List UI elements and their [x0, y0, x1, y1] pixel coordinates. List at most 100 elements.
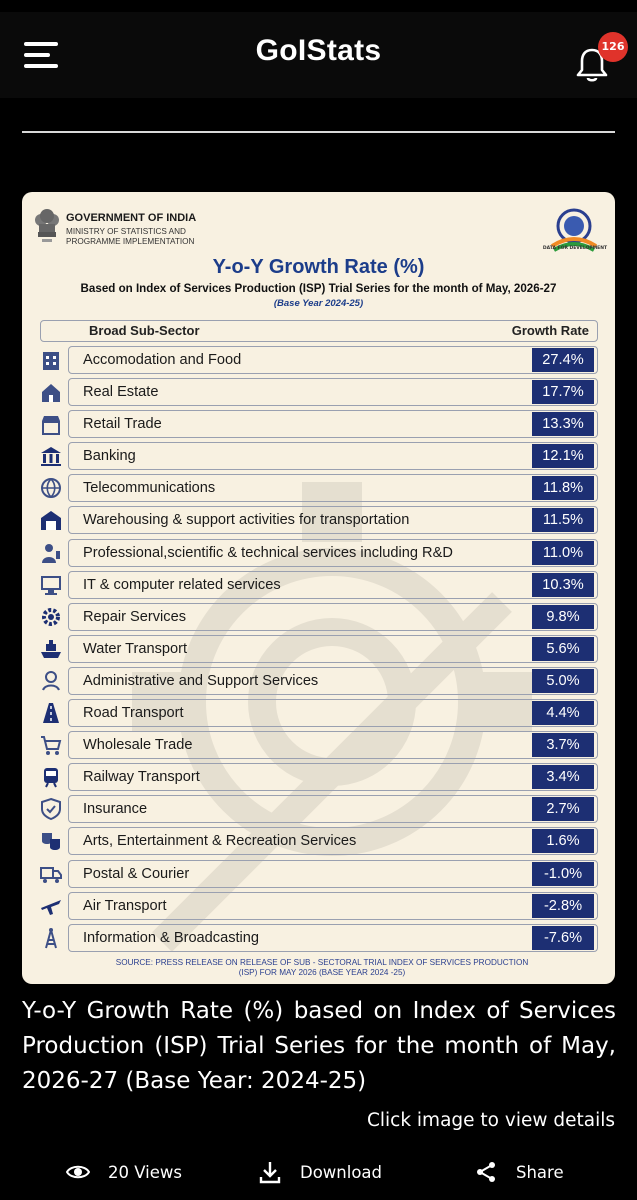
org-name: GOVERNMENT OF INDIA — [66, 212, 197, 224]
row-frame — [68, 699, 598, 728]
sector-label: Wholesale Trade — [83, 737, 193, 754]
hamburger-menu-icon[interactable] — [24, 40, 62, 70]
view-details-link[interactable]: Click image to view details — [366, 1110, 615, 1131]
growth-rate-value: 13.3% — [532, 412, 594, 437]
download-label: Download — [300, 1162, 383, 1182]
divider — [22, 131, 615, 133]
truck-icon — [40, 866, 62, 883]
table-row: Railway Transport 3.4% — [38, 761, 600, 793]
eye-icon — [66, 1165, 90, 1179]
row-frame — [68, 923, 598, 952]
growth-rate-value: 12.1% — [532, 444, 594, 469]
logo-tagline: DATA FOR DEVELOPMENT — [542, 246, 608, 251]
row-frame — [68, 346, 598, 374]
computer-icon — [41, 575, 61, 595]
row-frame — [68, 602, 598, 631]
post-actions: 20 Views Download Share — [0, 1152, 637, 1192]
sector-label: Warehousing & support activities for tra… — [83, 512, 410, 529]
views-label: 20 Views — [108, 1162, 182, 1182]
table-row: Insurance 2.7% — [38, 793, 600, 825]
growth-rate-value: 9.8% — [532, 604, 594, 629]
growth-rate-value: 10.3% — [532, 572, 594, 597]
table-header: Broad Sub-Sector Growth Rate — [40, 320, 598, 342]
row-frame — [68, 410, 598, 439]
table-row: Road Transport 4.4% — [38, 697, 600, 729]
national-emblem-icon — [35, 209, 59, 242]
status-bar — [0, 0, 637, 12]
sector-label: Postal & Courier — [83, 865, 190, 882]
row-frame — [68, 859, 598, 888]
app-bar: GoIStats 126 — [0, 12, 637, 98]
warehouse-icon — [41, 511, 61, 531]
watermark-gear-icon — [132, 482, 532, 952]
infographic-subtitle: Based on Index of Services Production (I… — [80, 282, 557, 295]
gear-wrench-icon — [42, 607, 60, 626]
support-icon — [42, 670, 60, 691]
airplane-icon — [41, 899, 61, 915]
row-frame — [68, 442, 598, 471]
table-row: Arts, Entertainment & Recreation Service… — [38, 825, 600, 857]
data-for-development-logo-icon — [550, 208, 598, 252]
sector-label: Railway Transport — [83, 769, 200, 786]
row-frame — [68, 474, 598, 503]
shield-icon — [41, 798, 61, 821]
growth-rate-value: -7.6% — [532, 925, 594, 950]
growth-rate-value: 11.0% — [532, 540, 594, 565]
bank-icon — [41, 447, 61, 467]
table-row: Wholesale Trade 3.7% — [38, 729, 600, 761]
sector-table: Accomodation and Food 27.4% Real Estate 17.… — [38, 344, 600, 954]
globe-icon — [41, 478, 61, 499]
infographic-image[interactable]: GOVERNMENT OF INDIA MINISTRY OF STATISTI… — [22, 192, 615, 984]
table-row: Telecommunications 11.8% — [38, 472, 600, 504]
table-row: IT & computer related services 10.3% — [38, 569, 600, 601]
share-button[interactable]: Share — [474, 1152, 564, 1192]
cart-icon — [41, 736, 62, 756]
share-label: Share — [516, 1162, 564, 1182]
sector-label: Water Transport — [83, 640, 188, 657]
sector-label: Retail Trade — [83, 416, 162, 433]
row-frame — [68, 506, 598, 535]
download-icon — [259, 1162, 281, 1184]
post-caption: Y-o-Y Growth Rate (%) based on Index of … — [22, 998, 616, 1094]
growth-rate-value: 3.4% — [532, 765, 594, 790]
sector-label: Administrative and Support Services — [83, 672, 319, 689]
table-row: Warehousing & support activities for tra… — [38, 504, 600, 536]
sector-label: Arts, Entertainment & Recreation Service… — [83, 833, 357, 850]
table-row: Information & Broadcasting -7.6% — [38, 922, 600, 954]
sector-label: IT & computer related services — [83, 576, 281, 593]
row-frame — [68, 570, 598, 599]
sector-label: Air Transport — [83, 897, 167, 914]
row-frame — [68, 378, 598, 407]
table-row: Postal & Courier -1.0% — [38, 858, 600, 890]
growth-rate-value: 27.4% — [532, 348, 594, 372]
row-frame — [68, 634, 598, 663]
download-button[interactable]: Download — [258, 1152, 382, 1192]
row-frame — [68, 731, 598, 760]
table-row: Administrative and Support Services 5.0% — [38, 665, 600, 697]
row-frame — [68, 827, 598, 856]
growth-rate-value: 3.7% — [532, 733, 594, 758]
infographic-title: Y-o-Y Growth Rate (%) — [212, 256, 425, 278]
road-icon — [43, 703, 59, 724]
table-row: Water Transport 5.6% — [38, 633, 600, 665]
theatre-masks-icon — [42, 833, 60, 851]
app-title: GoIStats — [255, 34, 382, 67]
table-row: Air Transport -2.8% — [38, 890, 600, 922]
table-row: Repair Services 9.8% — [38, 601, 600, 633]
ministry-name: MINISTRY OF STATISTICS AND PROGRAMME IMP… — [66, 227, 195, 246]
row-frame — [68, 763, 598, 792]
ship-icon — [41, 639, 61, 658]
table-row: Retail Trade 13.3% — [38, 408, 600, 440]
table-row: Professional,scientific & technical serv… — [38, 537, 600, 569]
sector-label: Accomodation and Food — [83, 352, 242, 368]
train-icon — [44, 768, 58, 788]
row-frame — [68, 666, 598, 695]
infographic-base-year: (Base Year 2024-25) — [273, 298, 364, 309]
growth-rate-value: -1.0% — [532, 861, 594, 886]
sector-label: Information & Broadcasting — [83, 929, 260, 946]
sector-label: Professional,scientific & technical serv… — [83, 544, 453, 561]
share-icon — [477, 1162, 495, 1182]
row-frame — [68, 538, 598, 567]
growth-rate-value: 4.4% — [532, 701, 594, 726]
sector-label: Real Estate — [83, 384, 159, 401]
